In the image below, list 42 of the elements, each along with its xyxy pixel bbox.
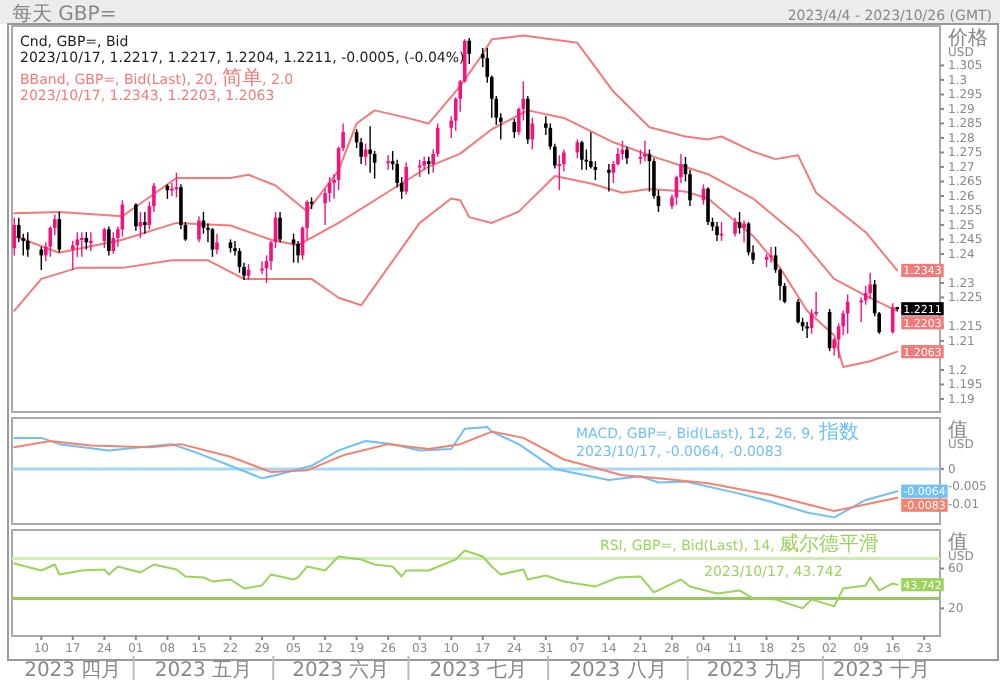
candlestick <box>386 154 390 171</box>
candlestick <box>291 232 296 264</box>
text: 2023 十月 <box>832 658 931 680</box>
candlestick <box>796 298 800 325</box>
candlestick <box>143 211 147 235</box>
candlestick <box>643 140 647 162</box>
text: 2023 四月 <box>24 660 122 680</box>
candlestick <box>368 125 372 174</box>
candlestick <box>715 221 719 242</box>
candlestick <box>733 216 737 238</box>
candlestick <box>769 246 773 264</box>
candlestick <box>404 161 408 196</box>
candlestick <box>580 140 584 171</box>
candlestick <box>868 272 872 300</box>
candlestick <box>805 321 809 339</box>
candlestick <box>706 186 710 226</box>
candlestick <box>278 211 282 244</box>
candlestick <box>422 156 426 171</box>
candlestick <box>260 260 264 275</box>
candlestick <box>80 231 84 258</box>
candlestick <box>359 137 363 165</box>
annotation: 每天 GBP= <box>12 2 117 26</box>
candlestick <box>467 37 472 65</box>
candlestick <box>742 219 746 244</box>
text: 2023 七月 <box>429 658 527 680</box>
candlestick <box>107 225 111 257</box>
candlestick <box>39 246 44 271</box>
candlestick <box>134 202 138 232</box>
candlestick <box>71 240 75 271</box>
candlestick <box>296 240 300 264</box>
candlestick <box>89 231 93 252</box>
candlestick <box>526 95 530 145</box>
candlestick <box>12 216 17 257</box>
text: 2023 八月 <box>569 660 667 680</box>
candlestick <box>197 215 201 244</box>
text: 2023 九月 <box>706 658 804 680</box>
text: 2023 五月 <box>154 660 253 680</box>
text: 2023 六月 <box>292 658 390 680</box>
candlestick <box>512 118 517 139</box>
candlestick <box>215 232 219 255</box>
candlestick <box>25 231 30 258</box>
candlestick <box>607 163 611 193</box>
